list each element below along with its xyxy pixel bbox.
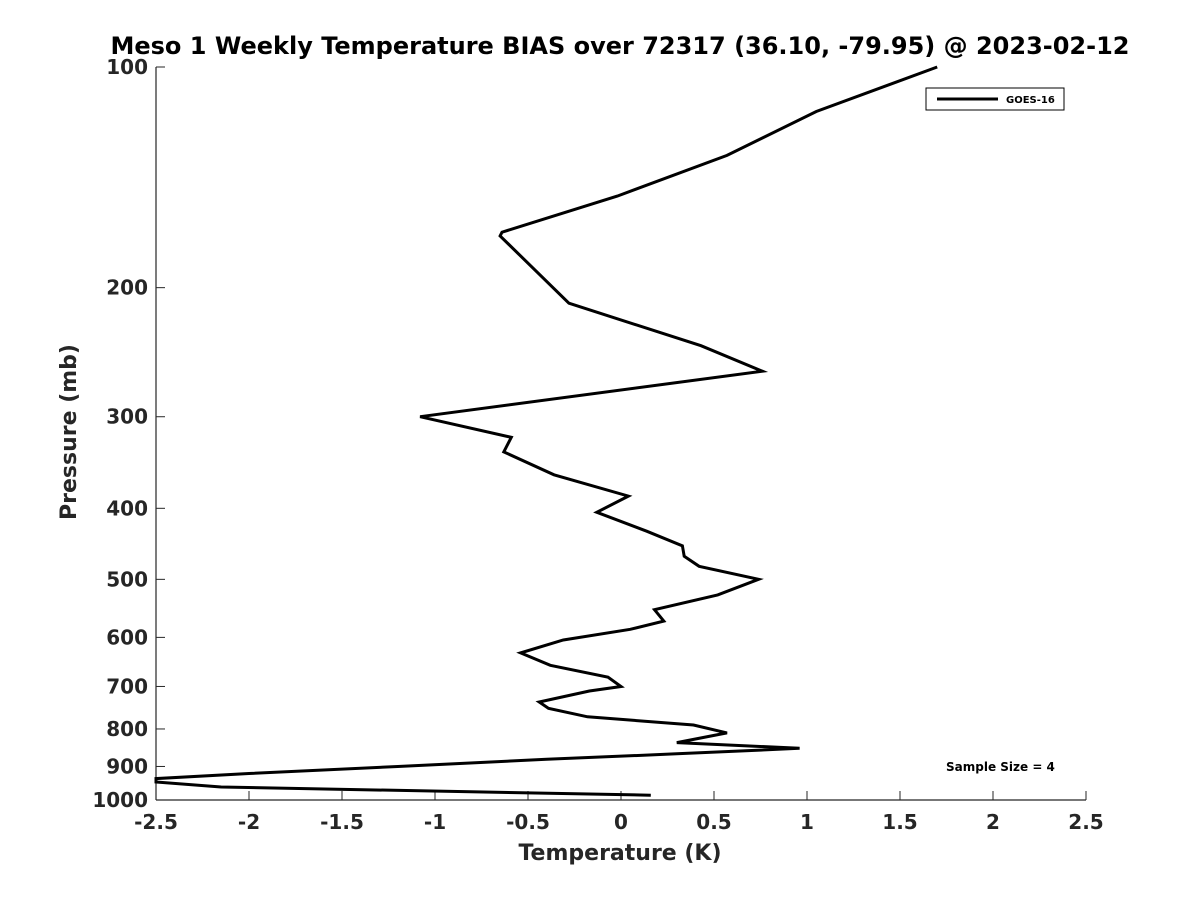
y-tick-label: 100 xyxy=(106,55,148,79)
x-tick-label: 0 xyxy=(614,810,628,834)
x-axis-label: Temperature (K) xyxy=(518,841,721,866)
chart-title: Meso 1 Weekly Temperature BIAS over 7231… xyxy=(110,32,1129,60)
y-tick-label: 200 xyxy=(106,276,148,300)
x-tick-label: -2.5 xyxy=(134,810,178,834)
y-tick-label: 500 xyxy=(106,567,148,591)
x-tick-label: -1.5 xyxy=(320,810,364,834)
x-tick-label: -1 xyxy=(424,810,446,834)
x-tick-label: -2 xyxy=(238,810,260,834)
y-tick-label: 900 xyxy=(106,754,148,778)
series-line-goes-16 xyxy=(154,65,938,797)
axes: -2.5 -2 -1.5 -1 -0.5 0 0.5 1 1.5 2 2.5 100 200 300 400… xyxy=(92,55,1103,834)
y-tick-label: 800 xyxy=(106,717,148,741)
y-tick-label: 1000 xyxy=(92,788,148,812)
y-axis-label: Pressure (mb) xyxy=(57,344,82,520)
x-tick-label: 1.5 xyxy=(882,810,917,834)
y-tick-label: 300 xyxy=(106,405,148,429)
y-tick-label: 700 xyxy=(106,674,148,698)
sample-size-annotation: Sample Size = 4 xyxy=(946,760,1055,774)
x-tick-label: 1 xyxy=(800,810,814,834)
x-tick-label: 0.5 xyxy=(696,810,731,834)
series-layer xyxy=(154,65,938,797)
legend: GOES-16 xyxy=(925,87,1065,111)
y-tick-label: 600 xyxy=(106,625,148,649)
y-tick-label: 400 xyxy=(106,496,148,520)
x-tick-label: -0.5 xyxy=(506,810,550,834)
legend-label-goes-16: GOES-16 xyxy=(1006,95,1055,106)
x-tick-label: 2 xyxy=(986,810,1000,834)
x-tick-label: 2.5 xyxy=(1068,810,1103,834)
